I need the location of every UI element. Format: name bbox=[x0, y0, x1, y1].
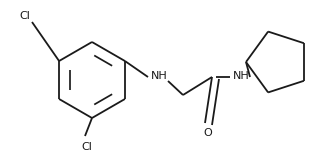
Text: Cl: Cl bbox=[19, 11, 30, 21]
Text: NH: NH bbox=[151, 71, 167, 81]
Text: O: O bbox=[204, 128, 212, 138]
Text: NH: NH bbox=[233, 71, 249, 81]
Text: Cl: Cl bbox=[82, 142, 93, 152]
